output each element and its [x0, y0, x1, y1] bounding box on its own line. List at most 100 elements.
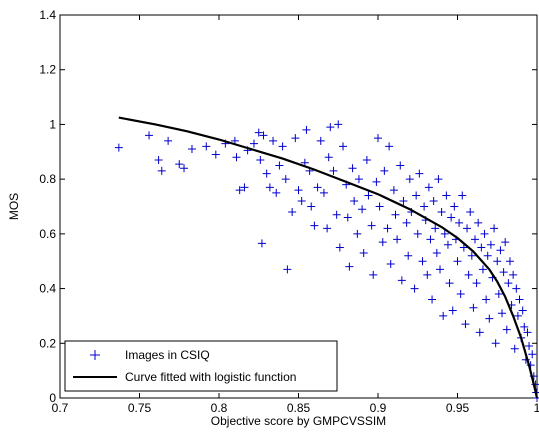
- x-axis-ticks: 0.7 0.75 0.8 0.85 0.9 0.95 1: [52, 15, 539, 415]
- scatter-point: [397, 276, 406, 285]
- scatter-point: [364, 191, 373, 200]
- y-tick-label: 0: [49, 391, 56, 405]
- scatter-point: [463, 224, 472, 233]
- scatter-point: [410, 284, 419, 293]
- scatter-point: [467, 251, 476, 260]
- scatter-point: [180, 164, 189, 173]
- legend-box: [64, 340, 338, 392]
- scatter-point: [326, 123, 335, 132]
- scatter-point: [386, 259, 395, 268]
- scatter-point: [332, 210, 341, 219]
- scatter-point: [486, 240, 495, 249]
- scatter-point: [262, 169, 271, 178]
- scatter-point: [354, 175, 363, 184]
- legend-plus-icon: [90, 350, 100, 360]
- scatter-point: [478, 265, 487, 274]
- scatter-point: [291, 134, 300, 143]
- scatter-point: [369, 270, 378, 279]
- x-tick-label: 0.7: [52, 401, 69, 415]
- scatter-point: [464, 270, 473, 279]
- scatter-point: [374, 134, 382, 143]
- y-tick-label: 1: [49, 117, 56, 131]
- scatter-point: [474, 218, 483, 227]
- scatter-point: [466, 207, 475, 216]
- scatter-point: [175, 160, 184, 169]
- y-tick-label: 1.2: [39, 63, 56, 77]
- scatter-point: [114, 143, 123, 152]
- legend-label-scatter: Images in CSIQ: [125, 348, 210, 362]
- scatter-point: [523, 328, 532, 337]
- scatter-point: [302, 125, 311, 134]
- scatter-point: [494, 290, 503, 299]
- scatter-point: [269, 136, 278, 145]
- scatter-point: [431, 224, 440, 233]
- scatter-point: [528, 350, 537, 359]
- scatter-point: [520, 322, 529, 331]
- scatter-point: [485, 314, 494, 323]
- scatter-point: [513, 311, 522, 320]
- scatter-point: [447, 213, 456, 222]
- scatter-point: [442, 191, 451, 200]
- scatter-point: [256, 155, 265, 164]
- scatter-point: [348, 164, 357, 173]
- legend: Images in CSIQ Curve fitted with logisti…: [64, 340, 338, 392]
- y-tick-label: 0.2: [39, 336, 56, 350]
- scatter-point: [450, 202, 459, 211]
- scatter-point: [498, 309, 507, 318]
- legend-label-curve: Curve fitted with logistic function: [125, 370, 296, 384]
- scatter-point: [525, 342, 534, 351]
- scatter-point: [329, 166, 338, 175]
- x-tick-label: 0.85: [287, 401, 311, 415]
- scatter-point: [501, 238, 510, 247]
- scatter-point: [443, 240, 452, 249]
- scatter-point: [281, 175, 290, 184]
- curve-series: [118, 116, 539, 399]
- scatter-point: [418, 257, 427, 266]
- scatter-point: [472, 279, 481, 288]
- scatter-point: [482, 295, 491, 304]
- scatter-point: [426, 235, 435, 244]
- scatter-point: [440, 229, 449, 238]
- scatter-point: [259, 131, 268, 140]
- scatter-point: [461, 320, 470, 329]
- scatter-point: [502, 325, 511, 334]
- y-axis-label: MOS: [7, 193, 21, 220]
- scatter-point: [396, 161, 405, 170]
- y-tick-label: 0.6: [39, 227, 56, 241]
- scatter-series: [114, 120, 539, 402]
- scatter-point: [404, 251, 413, 260]
- scatter-point: [375, 202, 384, 211]
- scatter-point: [518, 306, 527, 315]
- scatter-point: [423, 270, 432, 279]
- scatter-point: [353, 229, 362, 238]
- scatter-point: [350, 197, 359, 206]
- scatter-point: [323, 224, 332, 233]
- scatter-point: [470, 235, 479, 244]
- scatter-point: [310, 221, 319, 230]
- x-tick-label: 1: [534, 401, 539, 415]
- fitted-curve-line: [118, 116, 539, 399]
- scatter-point: [509, 270, 518, 279]
- scatter-point: [288, 207, 297, 216]
- scatter-point: [339, 142, 348, 151]
- scatter-point: [265, 183, 274, 192]
- scatter-point: [512, 284, 521, 293]
- scatter-point: [389, 186, 398, 195]
- scatter-point: [164, 136, 173, 145]
- scatter-point: [362, 155, 371, 164]
- scatter-point: [483, 251, 492, 260]
- scatter-point: [505, 257, 514, 266]
- scatter-point: [359, 249, 368, 258]
- scatter-point: [378, 238, 387, 247]
- scatter-point: [412, 191, 421, 200]
- scatter-point: [307, 202, 316, 211]
- scatter-point: [393, 235, 402, 244]
- scatter-point: [316, 136, 325, 145]
- scatter-point: [432, 249, 441, 258]
- scatter-point: [439, 311, 448, 320]
- scatter-point: [343, 213, 352, 222]
- scatter-point: [385, 142, 394, 151]
- x-tick-label: 0.8: [211, 401, 228, 415]
- scatter-point: [458, 191, 467, 200]
- scatter-point: [345, 262, 354, 271]
